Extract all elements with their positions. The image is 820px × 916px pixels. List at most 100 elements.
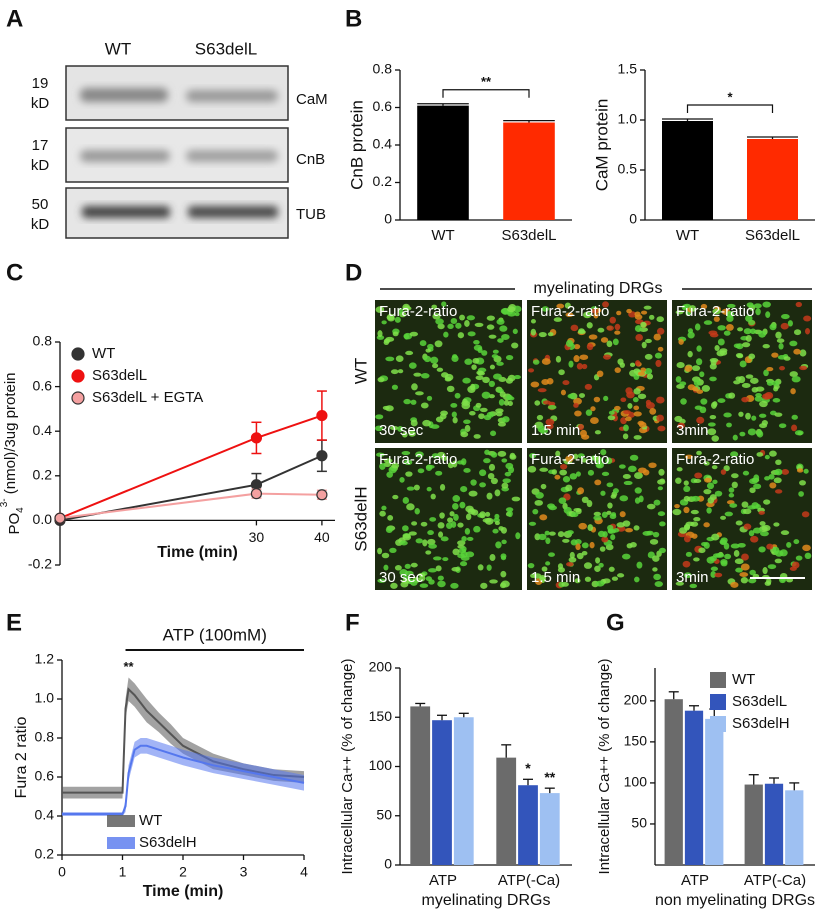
cell xyxy=(581,550,588,556)
cell xyxy=(386,313,395,321)
error-bar xyxy=(544,787,555,794)
cell xyxy=(527,562,535,569)
image-tile: Fura-2-ratio 1.5 min xyxy=(527,300,667,443)
y-tick-label: 0.5 xyxy=(618,161,638,177)
cell xyxy=(431,453,440,459)
cell xyxy=(381,552,390,559)
cell xyxy=(482,518,492,523)
cell xyxy=(678,338,684,345)
cell xyxy=(581,542,589,549)
cell xyxy=(643,305,652,310)
cell xyxy=(726,311,735,318)
image-label: Fura-2-ratio xyxy=(676,303,754,320)
cell xyxy=(592,455,600,461)
cell xyxy=(527,368,535,373)
cell xyxy=(634,325,642,333)
x-tick-label: ATP(-Ca) xyxy=(744,872,806,889)
legend-label: WT xyxy=(732,671,755,688)
y-tick-label: 150 xyxy=(624,733,648,749)
legend-swatch xyxy=(710,716,726,732)
cell xyxy=(562,538,570,543)
cell xyxy=(473,339,480,345)
cell xyxy=(605,457,613,465)
cell xyxy=(694,405,703,410)
y-axis-label: Intracellular Ca++ (% of change) xyxy=(596,659,613,875)
cell xyxy=(737,327,744,332)
y-axis-label-part: 4 xyxy=(15,507,26,513)
cell xyxy=(675,310,684,315)
cell xyxy=(701,385,711,392)
error-bar xyxy=(437,714,447,721)
cell xyxy=(583,562,593,569)
cell xyxy=(612,488,619,494)
cell xyxy=(709,332,719,338)
bar xyxy=(785,790,804,865)
x-tick-label: 3 xyxy=(240,864,248,880)
cell xyxy=(529,452,537,459)
cell xyxy=(459,314,466,321)
image-row-label: WT xyxy=(351,358,370,384)
cell xyxy=(614,405,621,411)
cell xyxy=(766,380,774,386)
cell xyxy=(577,487,585,495)
cell xyxy=(779,549,788,557)
cell xyxy=(731,481,738,489)
cell xyxy=(551,469,558,475)
error-bar xyxy=(789,782,800,791)
cell xyxy=(558,497,567,505)
cell xyxy=(633,411,642,417)
cell xyxy=(632,397,639,403)
y-tick-label: 0 xyxy=(629,211,637,227)
cell xyxy=(752,527,762,534)
point xyxy=(316,489,328,501)
cell xyxy=(566,562,574,567)
point xyxy=(54,512,66,524)
cell xyxy=(487,472,495,480)
cell xyxy=(687,331,695,339)
cell xyxy=(713,316,720,322)
cell xyxy=(656,327,665,335)
cell xyxy=(494,513,500,520)
cell xyxy=(712,479,718,485)
cell xyxy=(753,303,762,309)
cell xyxy=(766,577,772,585)
cell xyxy=(593,511,601,517)
error-bar xyxy=(503,119,555,123)
cell xyxy=(693,557,700,562)
cell xyxy=(452,503,459,510)
cell xyxy=(773,477,782,484)
cell xyxy=(755,392,762,398)
cell xyxy=(799,349,807,357)
cell xyxy=(545,561,551,566)
cell xyxy=(494,520,500,526)
cell xyxy=(601,536,609,543)
cell xyxy=(653,573,662,581)
cell xyxy=(494,489,501,497)
cell xyxy=(489,364,496,370)
y-tick-label: 0.6 xyxy=(35,768,55,784)
cell xyxy=(392,494,399,500)
cell xyxy=(649,408,657,415)
cell xyxy=(417,468,425,474)
cell xyxy=(677,422,685,429)
cell xyxy=(751,415,757,421)
cell xyxy=(689,305,697,312)
significance-mark: * xyxy=(727,89,733,104)
x-tick-label: ATP(-Ca) xyxy=(498,872,560,889)
cell xyxy=(392,331,399,337)
cell xyxy=(479,407,488,413)
cell xyxy=(674,504,680,509)
x-tick-label: S63delL xyxy=(745,227,800,244)
cell xyxy=(638,421,647,428)
cell xyxy=(464,358,473,365)
cell xyxy=(454,392,461,399)
cell xyxy=(634,576,640,583)
cell xyxy=(457,332,465,339)
cell xyxy=(579,429,587,437)
cell xyxy=(587,469,595,476)
cell xyxy=(530,573,537,578)
cell xyxy=(601,471,610,476)
cell xyxy=(504,471,512,477)
cell xyxy=(701,542,708,547)
cell xyxy=(479,469,487,477)
